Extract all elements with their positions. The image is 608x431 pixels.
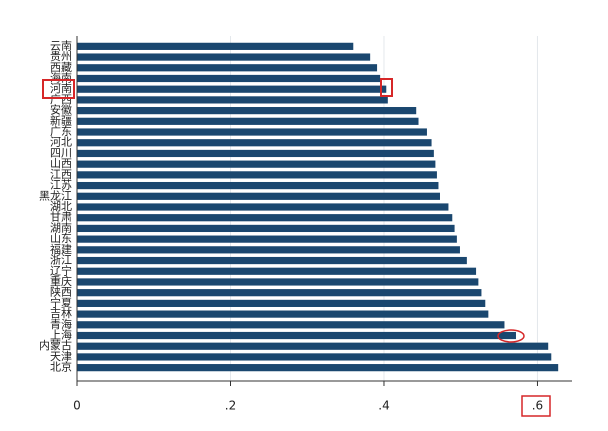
y-tick-label: 山西: [50, 157, 72, 170]
bar: [77, 85, 387, 93]
bar: [77, 299, 486, 307]
y-tick-label: 新疆: [50, 113, 72, 127]
y-tick-label: 广西: [50, 93, 72, 106]
y-tick-label: 青海: [50, 317, 72, 331]
bar: [77, 321, 505, 329]
bar: [77, 149, 434, 158]
bar: [77, 278, 479, 286]
bar: [77, 192, 440, 200]
y-tick-label: 河南: [50, 82, 72, 95]
bar: [77, 267, 477, 275]
bar: [77, 181, 439, 190]
bar: [77, 342, 549, 350]
labels: 0.2.4.6云南贵州西藏海南河南广西安徽新疆广东河北四川山西江西江苏黑龙江湖北…: [39, 39, 543, 412]
y-tick-label: 吉林: [50, 306, 72, 320]
bar: [77, 214, 453, 222]
y-tick-label: 天津: [50, 350, 72, 363]
y-tick-label: 湖南: [50, 221, 72, 234]
y-tick-label: 江西: [50, 168, 72, 181]
x-tick-label: .4: [378, 399, 389, 413]
bar: [77, 42, 354, 50]
bar: [77, 117, 419, 125]
y-tick-label: 西藏: [50, 61, 72, 74]
bar: [77, 310, 489, 318]
bars: [77, 42, 559, 372]
bar: [77, 289, 482, 297]
bar: [77, 235, 457, 243]
x-tick-label: 0: [73, 399, 81, 413]
bar: [77, 160, 436, 168]
bar: [77, 107, 417, 115]
highlight-box: [521, 395, 551, 417]
bar: [77, 246, 460, 254]
bar: [77, 353, 552, 361]
y-tick-label: 甘肃: [50, 211, 72, 224]
bar: [77, 331, 516, 340]
y-tick-label: 黑龙江: [39, 189, 72, 202]
bar: [77, 53, 371, 61]
y-tick-label: 北京: [50, 360, 72, 374]
bar: [77, 364, 559, 372]
bar: [77, 203, 449, 211]
y-tick-label: 江苏: [50, 179, 72, 192]
y-tick-label: 辽宁: [50, 263, 72, 277]
y-tick-label: 四川: [50, 146, 72, 159]
y-tick-label: 湖北: [50, 200, 72, 213]
y-tick-label: 福建: [50, 242, 72, 256]
bar: [77, 64, 378, 72]
bar: [77, 139, 432, 147]
x-tick-label: .2: [225, 399, 236, 413]
bar: [77, 224, 455, 233]
y-tick-label: 重庆: [50, 274, 72, 288]
bar: [77, 128, 427, 136]
bar: [77, 74, 381, 83]
bar: [77, 171, 437, 179]
highlight-box: [42, 79, 75, 99]
y-tick-label: 广东: [50, 125, 72, 138]
y-tick-label: 云南: [50, 39, 72, 52]
y-tick-label: 贵州: [50, 50, 72, 63]
y-tick-label: 上海: [50, 328, 72, 342]
y-tick-label: 宁夏: [50, 295, 72, 309]
highlight-ellipse: [497, 329, 525, 343]
y-tick-label: 山东: [50, 232, 72, 245]
x-tick-label: .6: [532, 399, 543, 413]
bar: [77, 256, 467, 265]
y-tick-label: 浙江: [50, 254, 72, 267]
highlight-box: [380, 78, 393, 97]
y-tick-label: 河北: [50, 136, 72, 149]
y-tick-label: 内蒙古: [39, 338, 72, 352]
y-tick-label: 陕西: [50, 285, 72, 299]
y-tick-label: 安徽: [50, 103, 72, 117]
bar: [77, 96, 388, 104]
